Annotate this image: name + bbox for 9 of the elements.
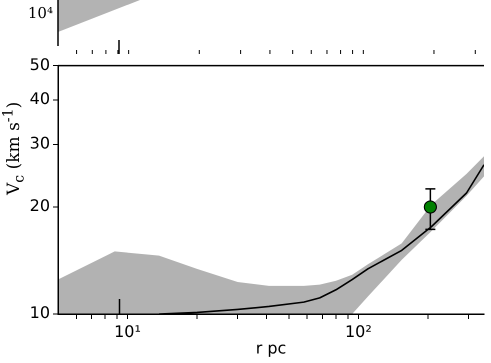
x-tick-label: 10²	[344, 322, 372, 341]
x-axis-title: r pc	[256, 338, 286, 358]
text: 10⁴	[28, 4, 53, 22]
y-tick-label: 50	[30, 54, 50, 74]
y-tick-label: 10	[30, 303, 50, 322]
y-tick-label: 30	[30, 134, 50, 153]
y-tick-label: 40	[30, 89, 50, 108]
y-tick-label: 20	[30, 196, 50, 216]
x-tick-label: 10¹	[114, 322, 141, 341]
